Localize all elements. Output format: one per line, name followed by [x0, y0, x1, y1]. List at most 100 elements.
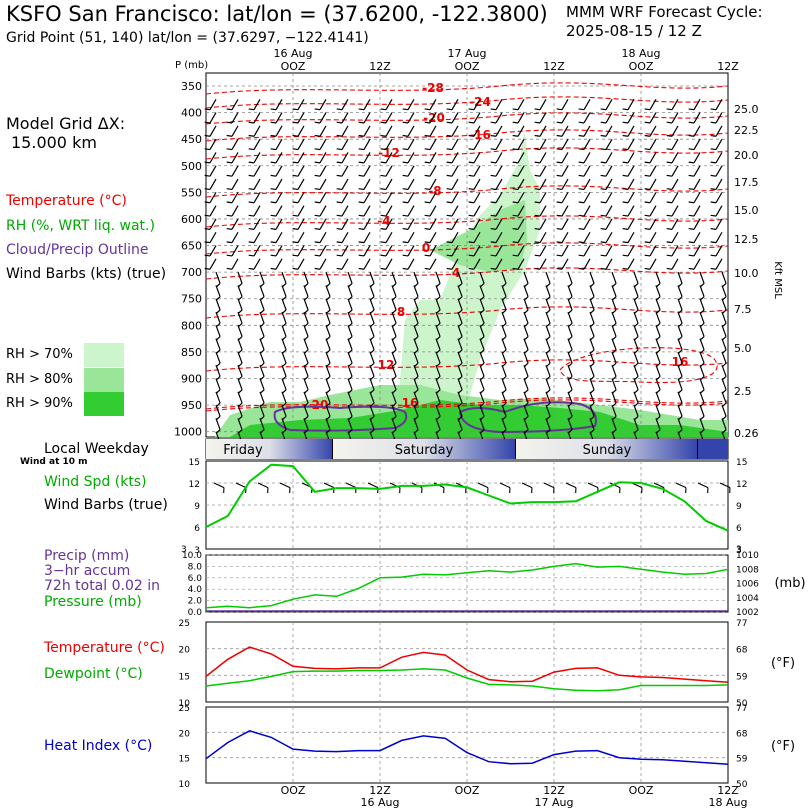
heat-index-tick-label: 25: [179, 704, 190, 714]
wind-barbs-legend: Wind Barbs (true): [44, 497, 168, 513]
bottom-time-tick: OOZ: [629, 784, 654, 797]
surface-wind-barb: [609, 482, 621, 494]
heat-index-legend: Heat Index (°C): [44, 738, 153, 754]
cloud-legend: Cloud/Precip Outline: [6, 242, 149, 258]
wind-barb: [336, 245, 349, 257]
wind-barb: [424, 98, 437, 111]
surface-wind-barb: [521, 482, 533, 494]
wind-barb: [512, 205, 525, 217]
wind-barb: [314, 125, 327, 137]
pressure-tick-label: 1000: [174, 426, 202, 439]
wind-barb: [292, 205, 305, 217]
wind-barb: [578, 178, 591, 191]
temperature-f-tick-label: 59: [736, 672, 748, 682]
pressure-tick-label: 700: [181, 266, 202, 279]
wind-barb: [226, 152, 239, 164]
wind-barb: [424, 165, 437, 177]
rh70-swatch: [84, 343, 124, 367]
wind-barb: [204, 245, 217, 257]
page-title: KSFO San Francisco: lat/lon = (37.6200, …: [6, 2, 548, 26]
temperature-contour-label: -4: [377, 214, 390, 228]
wind-barb: [270, 125, 283, 137]
wind-barb: [688, 152, 701, 164]
precip-accum-legend: 3−hr accum: [44, 563, 131, 579]
surface-wind-barb: [675, 482, 687, 494]
wind-barb: [710, 258, 723, 270]
wind-barb: [600, 125, 613, 137]
temperature-units: (°F): [771, 656, 795, 671]
wind-barb: [270, 178, 283, 191]
wind-barb: [270, 258, 283, 270]
wind-barb: [270, 205, 283, 217]
temperature-contour-label: 16: [672, 355, 689, 369]
wind-barb: [336, 152, 349, 164]
wind-barb: [710, 231, 723, 244]
wind-barb: [710, 192, 723, 204]
rh-legend: RH (%, WRT liq. wat.): [6, 218, 155, 234]
wind-barb: [336, 218, 349, 230]
wind-barb: [270, 192, 283, 204]
wind-barb: [512, 98, 525, 111]
temperature-contour: [205, 399, 729, 412]
pressure-tick-label: 400: [181, 107, 202, 120]
wind-barb: [600, 98, 613, 111]
wind-barb: [248, 178, 261, 191]
top-date-label: 17 Aug: [448, 47, 487, 60]
wind-barb: [622, 178, 635, 191]
wind-barb: [446, 192, 459, 204]
wind-barb: [248, 192, 261, 204]
wind-barb: [512, 245, 525, 257]
wind-barb: [512, 218, 525, 230]
wind-tick-right: 9: [736, 502, 742, 512]
wind-tick-bottom-right: 3: [736, 545, 742, 555]
wind-barb: [336, 205, 349, 217]
wind-barb: [644, 112, 657, 124]
wind-barb: [556, 125, 569, 137]
wind-barb: [248, 165, 261, 177]
wind-barb: [358, 152, 371, 164]
wind-barb: [424, 125, 437, 137]
wind-barb: [468, 258, 481, 270]
wind-barb: [424, 138, 437, 151]
wind-barb: [204, 192, 217, 204]
wind-barb: [490, 112, 503, 124]
temperature-contour: [205, 242, 729, 255]
wind-barb: [688, 165, 701, 177]
wind-barb: [578, 245, 591, 257]
wind-barb: [644, 192, 657, 204]
wind-barb: [270, 112, 283, 124]
wind-barb: [534, 192, 547, 204]
wind-barb: [490, 138, 503, 151]
wind-barb: [424, 152, 437, 164]
wind-barb: [490, 152, 503, 164]
wind-barb: [622, 125, 635, 137]
wind-barb: [666, 258, 679, 270]
surface-wind-barb: [631, 482, 643, 494]
forecast-cycle-value: 2025-08-15 / 12 Z: [566, 22, 702, 40]
wind-barb: [578, 218, 591, 230]
wind-barb: [688, 231, 701, 244]
wind-barb: [226, 112, 239, 124]
wind-barb: [600, 112, 613, 124]
wind-barb: [380, 205, 393, 217]
wind-barb: [358, 258, 371, 270]
wind-barb: [336, 258, 349, 270]
wind-barb: [512, 178, 525, 191]
wind-barb: [402, 258, 415, 270]
wind-barb: [644, 178, 657, 191]
wind-barb: [314, 192, 327, 204]
temperature-contour: [205, 215, 729, 228]
wind-barb: [600, 192, 613, 204]
wind-barb: [424, 231, 437, 244]
wind-barb: [710, 165, 723, 177]
wind-barb: [204, 98, 217, 111]
wind-barb: [622, 258, 635, 270]
weekday-segment: [516, 439, 698, 459]
wind-barb: [292, 152, 305, 164]
wind-barb: [204, 125, 217, 137]
pressure-tick-label: 1008: [736, 565, 759, 575]
wind-barb: [446, 98, 459, 111]
surface-wind-barb: [565, 482, 577, 494]
wind-barb: [226, 231, 239, 244]
wind-barb: [292, 231, 305, 244]
